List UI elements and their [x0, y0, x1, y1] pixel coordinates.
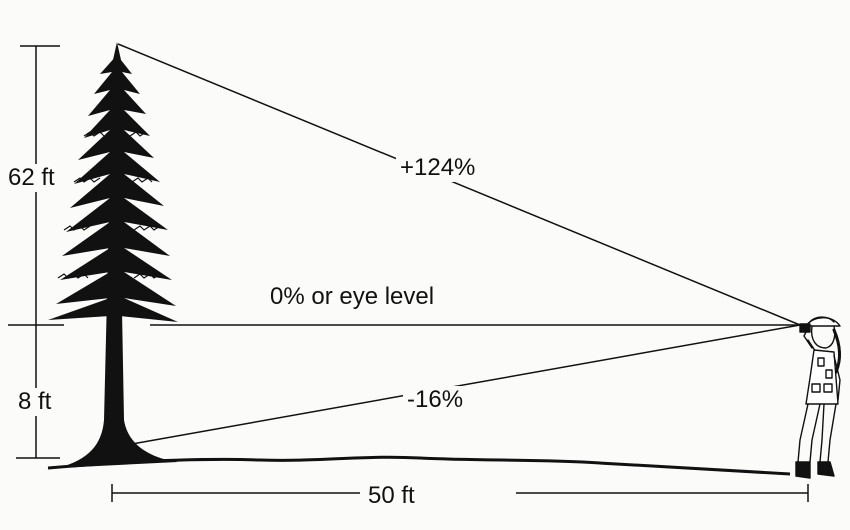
upper-height-label: 62 ft [4, 164, 59, 192]
distance-dimension [111, 484, 809, 502]
sight-line-base [131, 324, 801, 445]
top-angle-label: +124% [396, 154, 480, 182]
tree-branch-texture [57, 131, 165, 279]
tree-tip [113, 42, 121, 60]
tree-branches [48, 55, 178, 322]
forester-legs [797, 403, 837, 463]
bottom-angle-label: -16% [403, 386, 468, 414]
distance-label: 50 ft [364, 482, 419, 510]
eye-level-label: 0% or eye level [270, 283, 435, 310]
forester-torso [805, 349, 839, 405]
forester-boots [795, 461, 835, 479]
lower-height-label: 8 ft [14, 388, 56, 416]
ground-line [47, 455, 791, 476]
sight-lines [117, 43, 801, 445]
forester-head [810, 325, 836, 349]
clinometer-icon [799, 323, 811, 333]
forester-with-clinometer-icon [795, 316, 842, 479]
sight-line-top [117, 43, 801, 326]
forester-hat [805, 317, 841, 327]
conifer-tree-icon [48, 42, 178, 468]
